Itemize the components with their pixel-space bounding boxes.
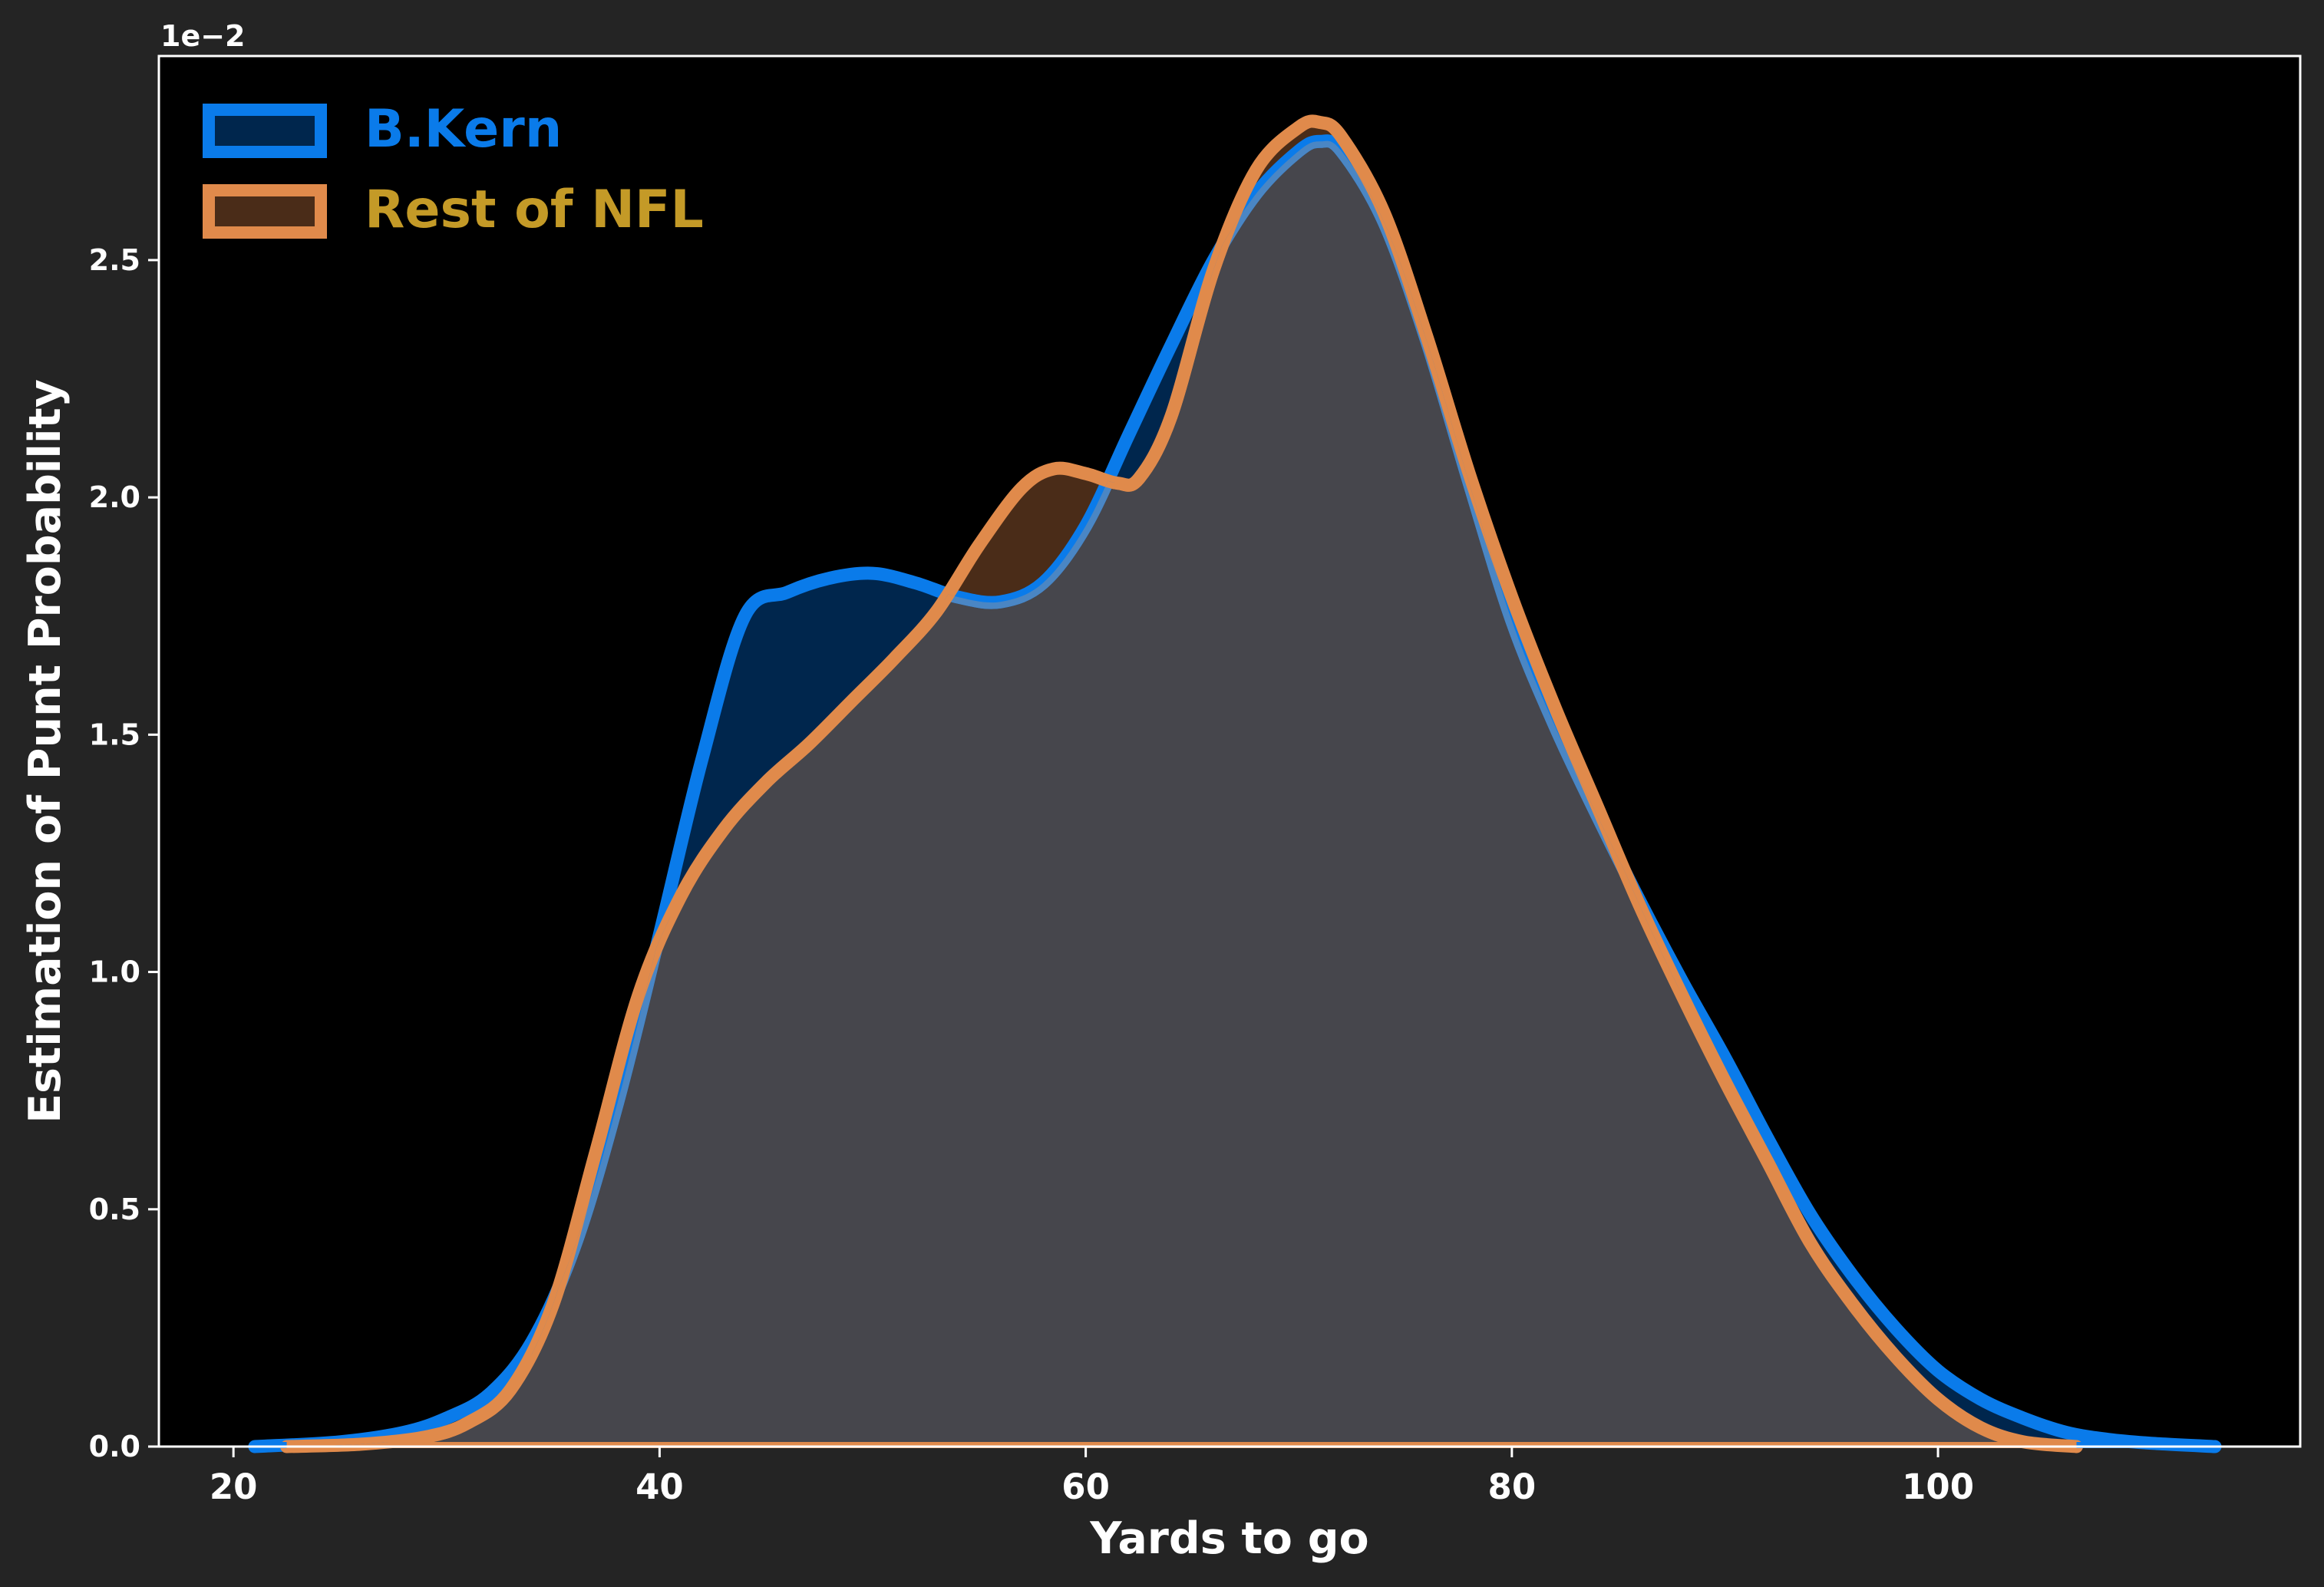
y-tick-label: 2.5 (89, 243, 140, 277)
y-tick-label: 1.5 (89, 718, 140, 751)
legend-swatch (203, 104, 327, 158)
y-tick-label: 2.0 (89, 480, 140, 514)
x-tick-label: 100 (1902, 1467, 1974, 1507)
y-tick-label: 0.5 (89, 1193, 140, 1226)
x-tick-label: 80 (1488, 1467, 1537, 1507)
y-axis-label: Estimation of Punt Probability (20, 379, 71, 1123)
x-tick-label: 40 (635, 1467, 684, 1507)
plot-frame (157, 54, 2302, 1448)
legend-label: B.Kern (365, 99, 562, 160)
legend-label: Rest of NFL (365, 180, 704, 240)
y-tick-label: 1.0 (89, 955, 140, 989)
x-axis: 20 40 60 80 100 (210, 1447, 1974, 1507)
x-tick-label: 20 (210, 1467, 258, 1507)
legend: B.Kern Rest of NFL (203, 99, 704, 240)
x-tick-label: 60 (1061, 1467, 1110, 1507)
y-axis: 0.0 0.5 1.0 1.5 2.0 2.5 (89, 243, 159, 1463)
y-tick-label: 0.0 (89, 1430, 140, 1463)
y-offset-label: 1e−2 (160, 19, 246, 53)
x-axis-label: Yards to go (1089, 1513, 1368, 1564)
legend-swatch (203, 184, 327, 239)
